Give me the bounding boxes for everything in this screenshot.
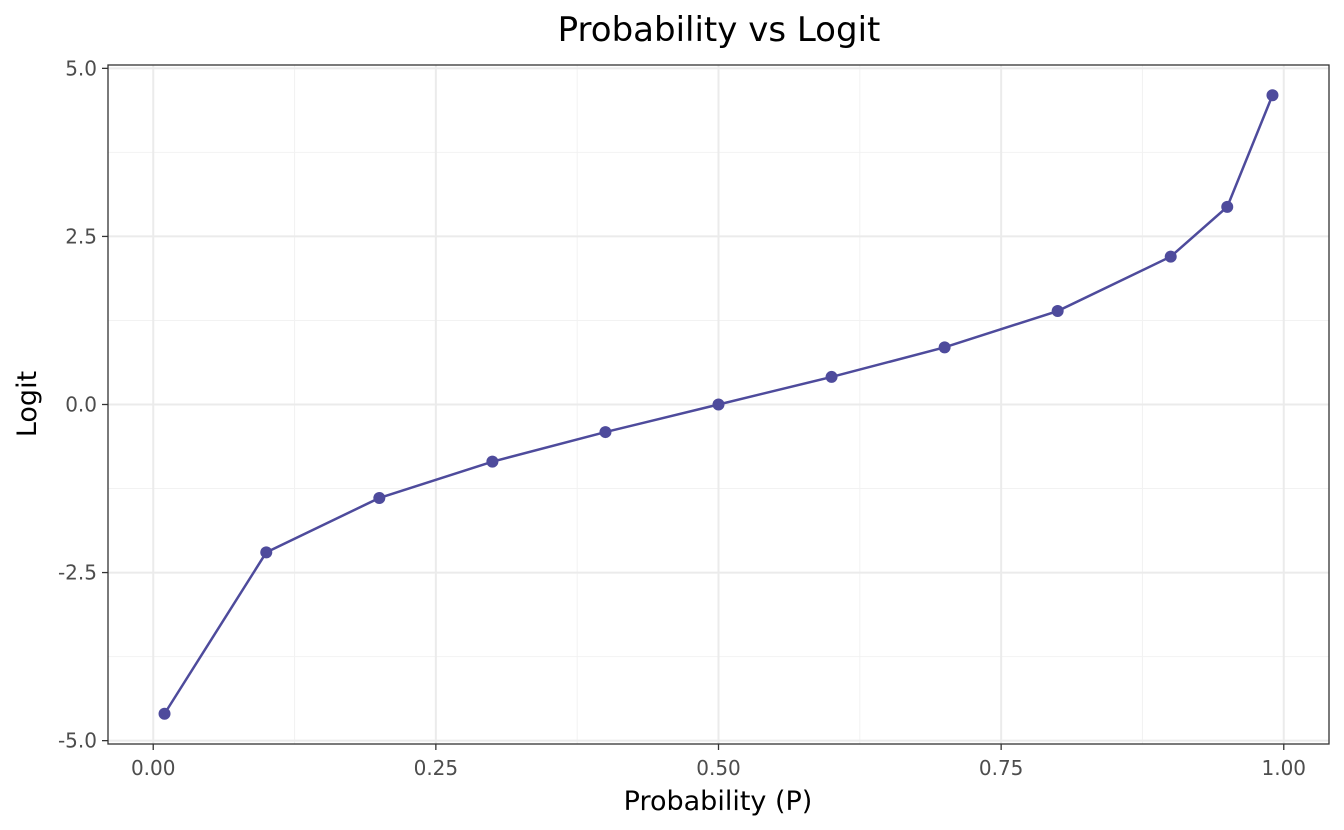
y-tick-label: 0.0 (65, 393, 97, 417)
y-tick-label: -2.5 (58, 561, 97, 585)
data-point (599, 426, 611, 438)
y-axis-title: Logit (12, 371, 43, 437)
data-point (1221, 201, 1233, 213)
chart-title: Probability vs Logit (558, 10, 881, 50)
data-point (826, 371, 838, 383)
x-tick-label: 0.50 (696, 756, 741, 780)
data-point (713, 399, 725, 411)
x-axis-title: Probability (P) (624, 786, 813, 817)
data-point (486, 456, 498, 468)
data-point (159, 708, 171, 720)
data-point (373, 492, 385, 504)
data-point (1266, 89, 1278, 101)
data-point (939, 341, 951, 353)
x-tick-label: 1.00 (1262, 756, 1307, 780)
data-point (260, 546, 272, 558)
x-tick-label: 0.75 (979, 756, 1024, 780)
data-point (1052, 305, 1064, 317)
y-tick-label: -5.0 (58, 729, 97, 753)
y-tick-label: 5.0 (65, 56, 97, 80)
y-tick-label: 2.5 (65, 224, 97, 248)
x-tick-label: 0.00 (131, 756, 176, 780)
data-point (1165, 251, 1177, 263)
x-tick-label: 0.25 (414, 756, 459, 780)
